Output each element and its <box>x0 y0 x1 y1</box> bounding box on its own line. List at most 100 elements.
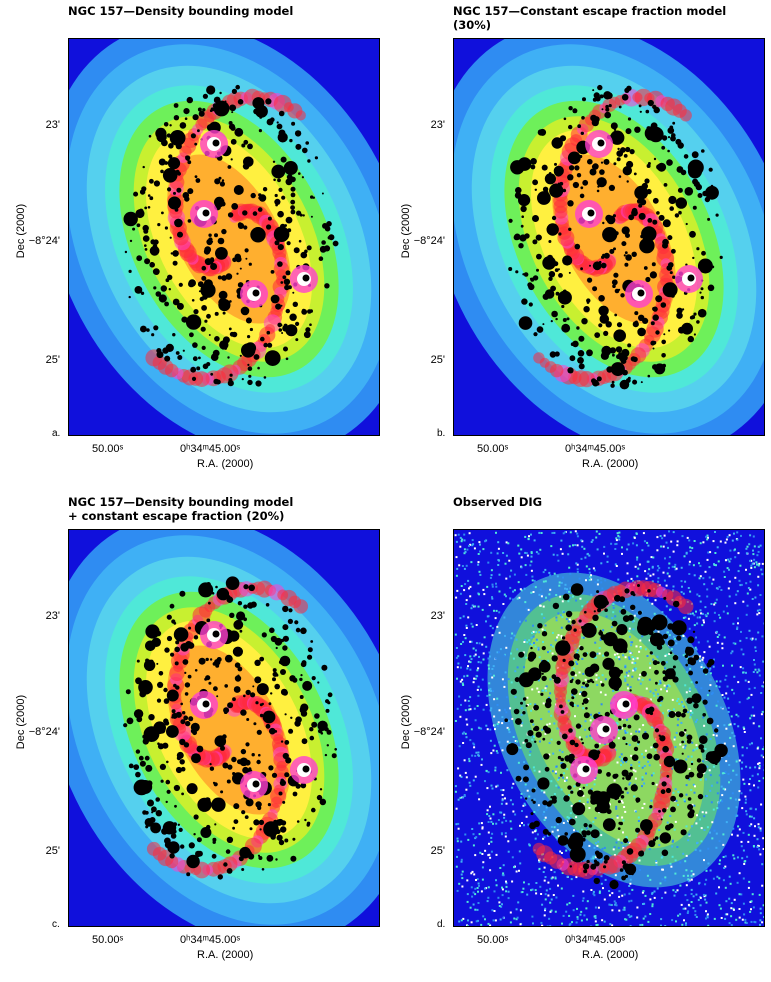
hii-region <box>324 225 331 232</box>
noise-pixel <box>683 747 686 750</box>
hii-region <box>687 164 703 179</box>
hii-region <box>281 195 286 200</box>
hii-region <box>602 221 605 225</box>
noise-pixel <box>616 815 619 818</box>
noise-pixel <box>662 868 664 871</box>
noise-pixel <box>663 684 666 687</box>
hii-region <box>218 290 228 300</box>
hii-region <box>534 740 537 743</box>
noise-pixel <box>509 921 512 924</box>
noise-pixel <box>580 725 583 728</box>
noise-pixel <box>622 605 625 608</box>
noise-pixel <box>685 854 688 857</box>
hii-region <box>252 211 258 216</box>
noise-pixel <box>735 760 738 763</box>
noise-pixel <box>636 556 639 559</box>
noise-pixel <box>727 697 730 700</box>
noise-pixel <box>576 917 579 920</box>
noise-pixel <box>706 914 709 917</box>
noise-pixel <box>703 895 706 898</box>
hii-region <box>567 835 584 851</box>
noise-pixel <box>588 571 591 574</box>
noise-pixel <box>546 925 549 926</box>
hii-region <box>237 666 243 672</box>
noise-pixel <box>672 550 675 553</box>
hii-region <box>673 759 688 774</box>
panel-title-line2: + constant escape fraction (20%) <box>68 509 285 523</box>
noise-pixel <box>567 620 570 623</box>
hii-region <box>248 374 252 378</box>
hii-region <box>324 753 328 757</box>
noise-pixel <box>603 552 605 555</box>
hii-region <box>622 777 625 780</box>
hii-region <box>206 618 211 623</box>
hii-region <box>164 226 168 230</box>
noise-pixel <box>513 573 516 576</box>
noise-pixel <box>548 571 551 574</box>
noise-pixel <box>505 595 507 598</box>
noise-pixel <box>651 580 654 583</box>
hii-region <box>166 133 171 138</box>
hii-region <box>245 742 250 747</box>
noise-pixel <box>651 565 654 568</box>
noise-pixel <box>560 852 563 854</box>
noise-pixel <box>716 650 719 653</box>
noise-pixel <box>761 748 764 751</box>
noise-pixel <box>556 829 559 832</box>
hii-region <box>241 343 256 358</box>
hii-region <box>201 275 207 281</box>
noise-pixel <box>732 622 735 625</box>
noise-pixel <box>753 545 756 548</box>
noise-pixel <box>562 532 565 535</box>
noise-pixel <box>685 869 688 872</box>
noise-pixel <box>688 833 691 836</box>
noise-pixel <box>638 859 641 862</box>
noise-pixel <box>685 922 687 925</box>
noise-pixel <box>626 683 629 686</box>
hii-region <box>594 850 600 856</box>
hii-region <box>161 211 164 215</box>
noise-pixel <box>644 570 647 573</box>
noise-pixel <box>455 556 458 559</box>
noise-pixel <box>748 543 751 546</box>
noise-pixel <box>728 560 731 563</box>
noise-pixel <box>621 727 624 730</box>
noise-pixel <box>506 726 509 729</box>
noise-pixel <box>615 807 618 810</box>
hii-region <box>266 330 271 335</box>
noise-pixel <box>496 784 499 787</box>
x-axis-label: R.A. (2000) <box>582 458 639 470</box>
hii-region <box>198 582 214 598</box>
y-tick-label: 25' <box>45 845 60 857</box>
noise-pixel <box>641 766 644 769</box>
noise-pixel <box>683 800 686 803</box>
y-tick-label: 23' <box>430 119 445 131</box>
noise-pixel <box>648 764 651 767</box>
noise-pixel <box>651 602 654 605</box>
noise-pixel <box>477 890 479 893</box>
hii-region <box>625 146 631 153</box>
noise-pixel <box>676 889 679 892</box>
noise-pixel <box>737 622 739 625</box>
noise-pixel <box>576 571 579 573</box>
noise-pixel <box>474 854 477 857</box>
noise-pixel <box>699 616 701 619</box>
noise-pixel <box>518 596 521 599</box>
noise-pixel <box>524 551 527 554</box>
noise-pixel <box>489 817 492 820</box>
noise-pixel <box>566 590 568 593</box>
noise-pixel <box>568 819 570 822</box>
noise-pixel <box>702 541 705 544</box>
noise-pixel <box>489 856 492 859</box>
hii-region <box>294 620 299 625</box>
hii-region <box>286 241 291 246</box>
noise-pixel <box>694 910 697 913</box>
hii-region <box>693 312 697 316</box>
noise-pixel <box>533 769 536 772</box>
hii-region <box>666 159 673 166</box>
panel-letter: b. <box>437 428 446 439</box>
hii-region <box>640 819 653 832</box>
hii-region <box>623 838 629 844</box>
noise-pixel <box>642 917 645 920</box>
noise-pixel <box>586 798 589 801</box>
